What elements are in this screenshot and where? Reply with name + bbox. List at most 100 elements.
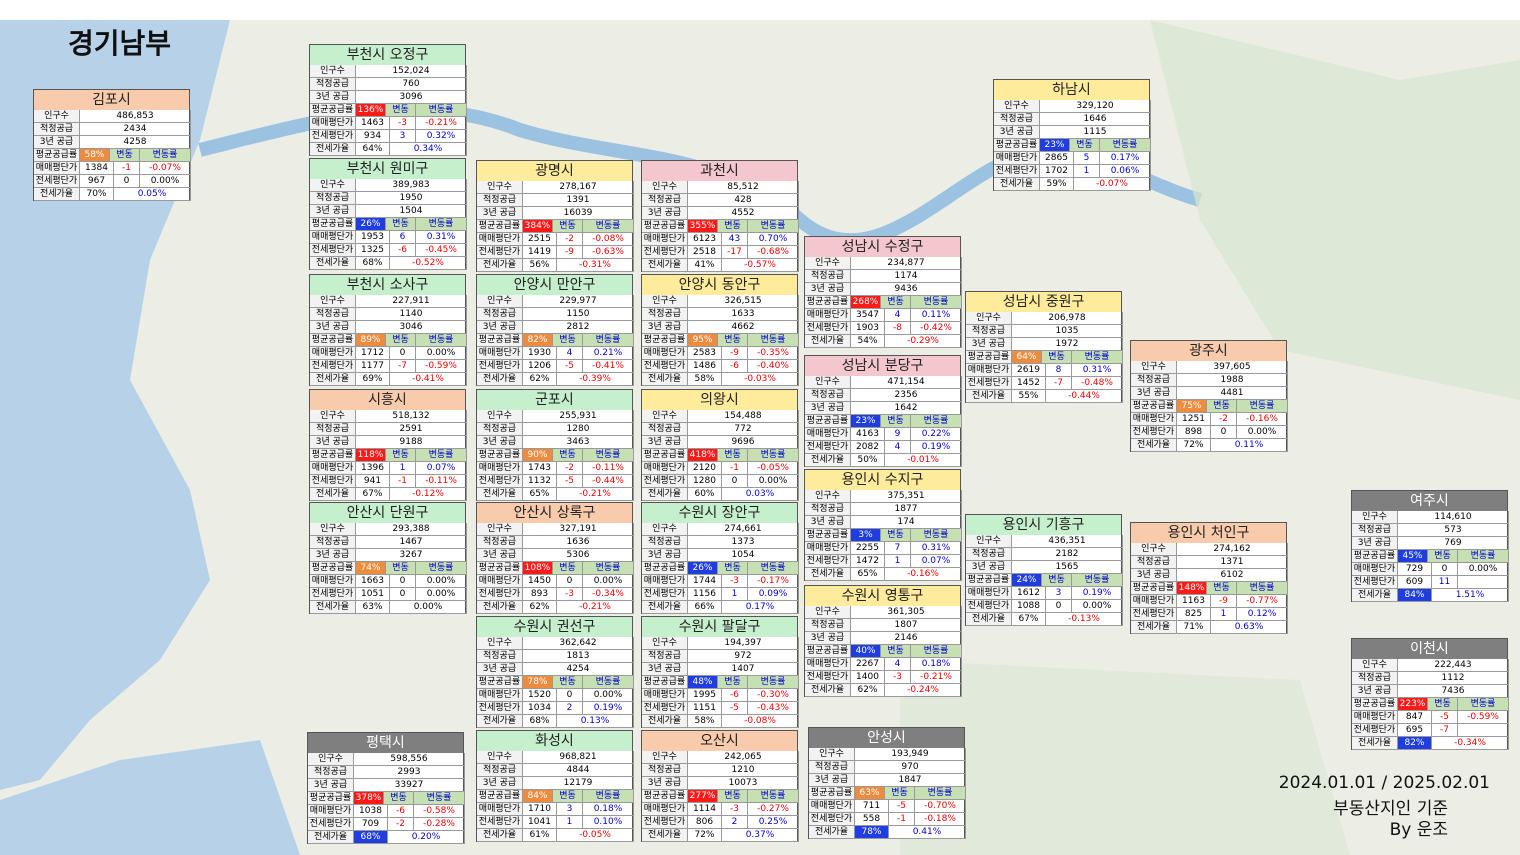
row-label: 적정공급 <box>805 270 851 283</box>
change-header: 변동 <box>881 645 911 658</box>
jeonse-change: -17 <box>722 246 748 259</box>
region-name: 부천시 오정구 <box>310 45 465 65</box>
change-header: 변동 <box>386 104 416 117</box>
jeonse-rate: -0.44% <box>583 475 634 488</box>
jeonse-rate: -0.68% <box>748 246 799 259</box>
row-label: 3년 공급 <box>34 136 80 149</box>
row-label: 적정공급 <box>994 113 1040 126</box>
row-label: 인구수 <box>477 637 523 650</box>
jeonse-ratio-rate: 0.63% <box>1211 621 1288 634</box>
row-label: 전세평단가 <box>477 246 523 259</box>
sale-rate: 0.18% <box>911 658 962 671</box>
row-label: 3년 공급 <box>310 91 356 104</box>
jeonse-price: 558 <box>855 813 889 826</box>
sale-rate: -0.35% <box>748 347 799 360</box>
sale-change: -2 <box>1211 413 1237 426</box>
row-label: 전세평단가 <box>310 244 356 257</box>
proper-supply: 1174 <box>851 270 962 283</box>
change-header: 변동 <box>1428 550 1458 563</box>
row-label: 적정공급 <box>1131 374 1177 387</box>
region-card: 부천시 오정구 인구수 적정공급 3년 공급 평균공급률 매매평단가 전세평단가 전세가율 15… <box>309 44 467 156</box>
jeonse-ratio: 69% <box>356 373 390 386</box>
change-header: 변동 <box>718 220 748 233</box>
row-label: 인구수 <box>1131 361 1177 374</box>
supply-ratio: 268% <box>851 296 881 309</box>
change-header: 변동 <box>881 529 911 542</box>
jeonse-rate: -0.21% <box>911 671 962 684</box>
sale-rate: -0.70% <box>915 800 966 813</box>
row-label: 전세평단가 <box>642 246 688 259</box>
jeonse-ratio: 63% <box>356 601 390 614</box>
row-label: 평균공급률 <box>477 790 523 803</box>
row-label: 전세평단가 <box>310 130 356 143</box>
jeonse-ratio-rate: -0.41% <box>390 373 467 386</box>
row-label: 매매평단가 <box>310 575 356 588</box>
jeonse-ratio: 59% <box>1040 178 1074 191</box>
row-label: 매매평단가 <box>966 587 1012 600</box>
row-label: 전세가율 <box>966 613 1012 626</box>
row-label: 전세평단가 <box>1131 608 1177 621</box>
row-label: 인구수 <box>642 410 688 423</box>
row-label: 평균공급률 <box>966 351 1012 364</box>
jeonse-price: 1051 <box>356 588 390 601</box>
region-card: 이천시 인구수 적정공급 3년 공급 평균공급률 매매평단가 전세평단가 전세가율 222,44… <box>1351 638 1509 750</box>
jeonse-ratio-rate: 0.05% <box>114 188 191 201</box>
proper-supply: 2182 <box>1012 548 1123 561</box>
row-label: 3년 공급 <box>1131 387 1177 400</box>
region-name: 안양시 동안구 <box>642 275 797 295</box>
row-label: 적정공급 <box>1352 672 1398 685</box>
sale-rate: 0.17% <box>1100 152 1151 165</box>
row-label: 전세가율 <box>477 829 523 842</box>
jeonse-ratio: 60% <box>688 488 722 501</box>
row-label: 적정공급 <box>805 503 851 516</box>
region-card: 안양시 만안구 인구수 적정공급 3년 공급 평균공급률 매매평단가 전세평단가 전세가율 22… <box>476 274 634 386</box>
row-label: 전세평단가 <box>642 360 688 373</box>
region-card: 성남시 분당구 인구수 적정공급 3년 공급 평균공급률 매매평단가 전세평단가 전세가율 47… <box>804 355 962 467</box>
region-name: 안양시 만안구 <box>477 275 632 295</box>
sale-rate: -0.58% <box>414 805 465 818</box>
supply-3y: 1642 <box>851 402 962 415</box>
jeonse-ratio: 65% <box>523 488 557 501</box>
jeonse-price: 1206 <box>523 360 557 373</box>
region-name: 안산시 단원구 <box>310 503 465 523</box>
row-label: 3년 공급 <box>310 205 356 218</box>
supply-ratio: 108% <box>523 562 553 575</box>
supply-3y: 12179 <box>523 777 634 790</box>
row-label: 전세평단가 <box>1131 426 1177 439</box>
change-header: 변동률 <box>1100 139 1151 152</box>
supply-ratio: 78% <box>523 676 553 689</box>
row-label: 매매평단가 <box>805 428 851 441</box>
proper-supply: 1636 <box>523 536 634 549</box>
row-label: 적정공급 <box>805 389 851 402</box>
sale-change: 3 <box>1046 587 1072 600</box>
row-label: 매매평단가 <box>1352 711 1398 724</box>
sale-change: -6 <box>722 689 748 702</box>
supply-3y: 1847 <box>855 774 966 787</box>
jeonse-price: 2082 <box>851 441 885 454</box>
jeonse-price: 1325 <box>356 244 390 257</box>
jeonse-change: 0 <box>722 475 748 488</box>
row-label: 평균공급률 <box>805 296 851 309</box>
region-name: 광주시 <box>1131 341 1286 361</box>
region-card: 부천시 소사구 인구수 적정공급 3년 공급 평균공급률 매매평단가 전세평단가 전세가율 22… <box>309 274 467 386</box>
jeonse-price: 609 <box>1398 576 1432 589</box>
row-label: 3년 공급 <box>966 561 1012 574</box>
row-label: 매매평단가 <box>642 462 688 475</box>
sale-price: 2120 <box>688 462 722 475</box>
row-label: 인구수 <box>310 179 356 192</box>
jeonse-price: 898 <box>1177 426 1211 439</box>
row-label: 적정공급 <box>477 194 523 207</box>
row-label: 평균공급률 <box>477 220 523 233</box>
sale-change: -1 <box>114 162 140 175</box>
row-label: 전세가율 <box>642 259 688 272</box>
supply-3y: 3267 <box>356 549 467 562</box>
region-card: 수원시 팔달구 인구수 적정공급 3년 공급 평균공급률 매매평단가 전세평단가 전세가율 19… <box>641 616 799 728</box>
jeonse-rate: 0.00% <box>416 588 467 601</box>
supply-3y: 9188 <box>356 436 467 449</box>
region-card: 안양시 동안구 인구수 적정공급 3년 공급 평균공급률 매매평단가 전세평단가 전세가율 32… <box>641 274 799 386</box>
population: 329,120 <box>1040 100 1151 113</box>
row-label: 인구수 <box>805 490 851 503</box>
row-label: 3년 공급 <box>642 321 688 334</box>
jeonse-change: -5 <box>557 475 583 488</box>
region-name: 이천시 <box>1352 639 1507 659</box>
